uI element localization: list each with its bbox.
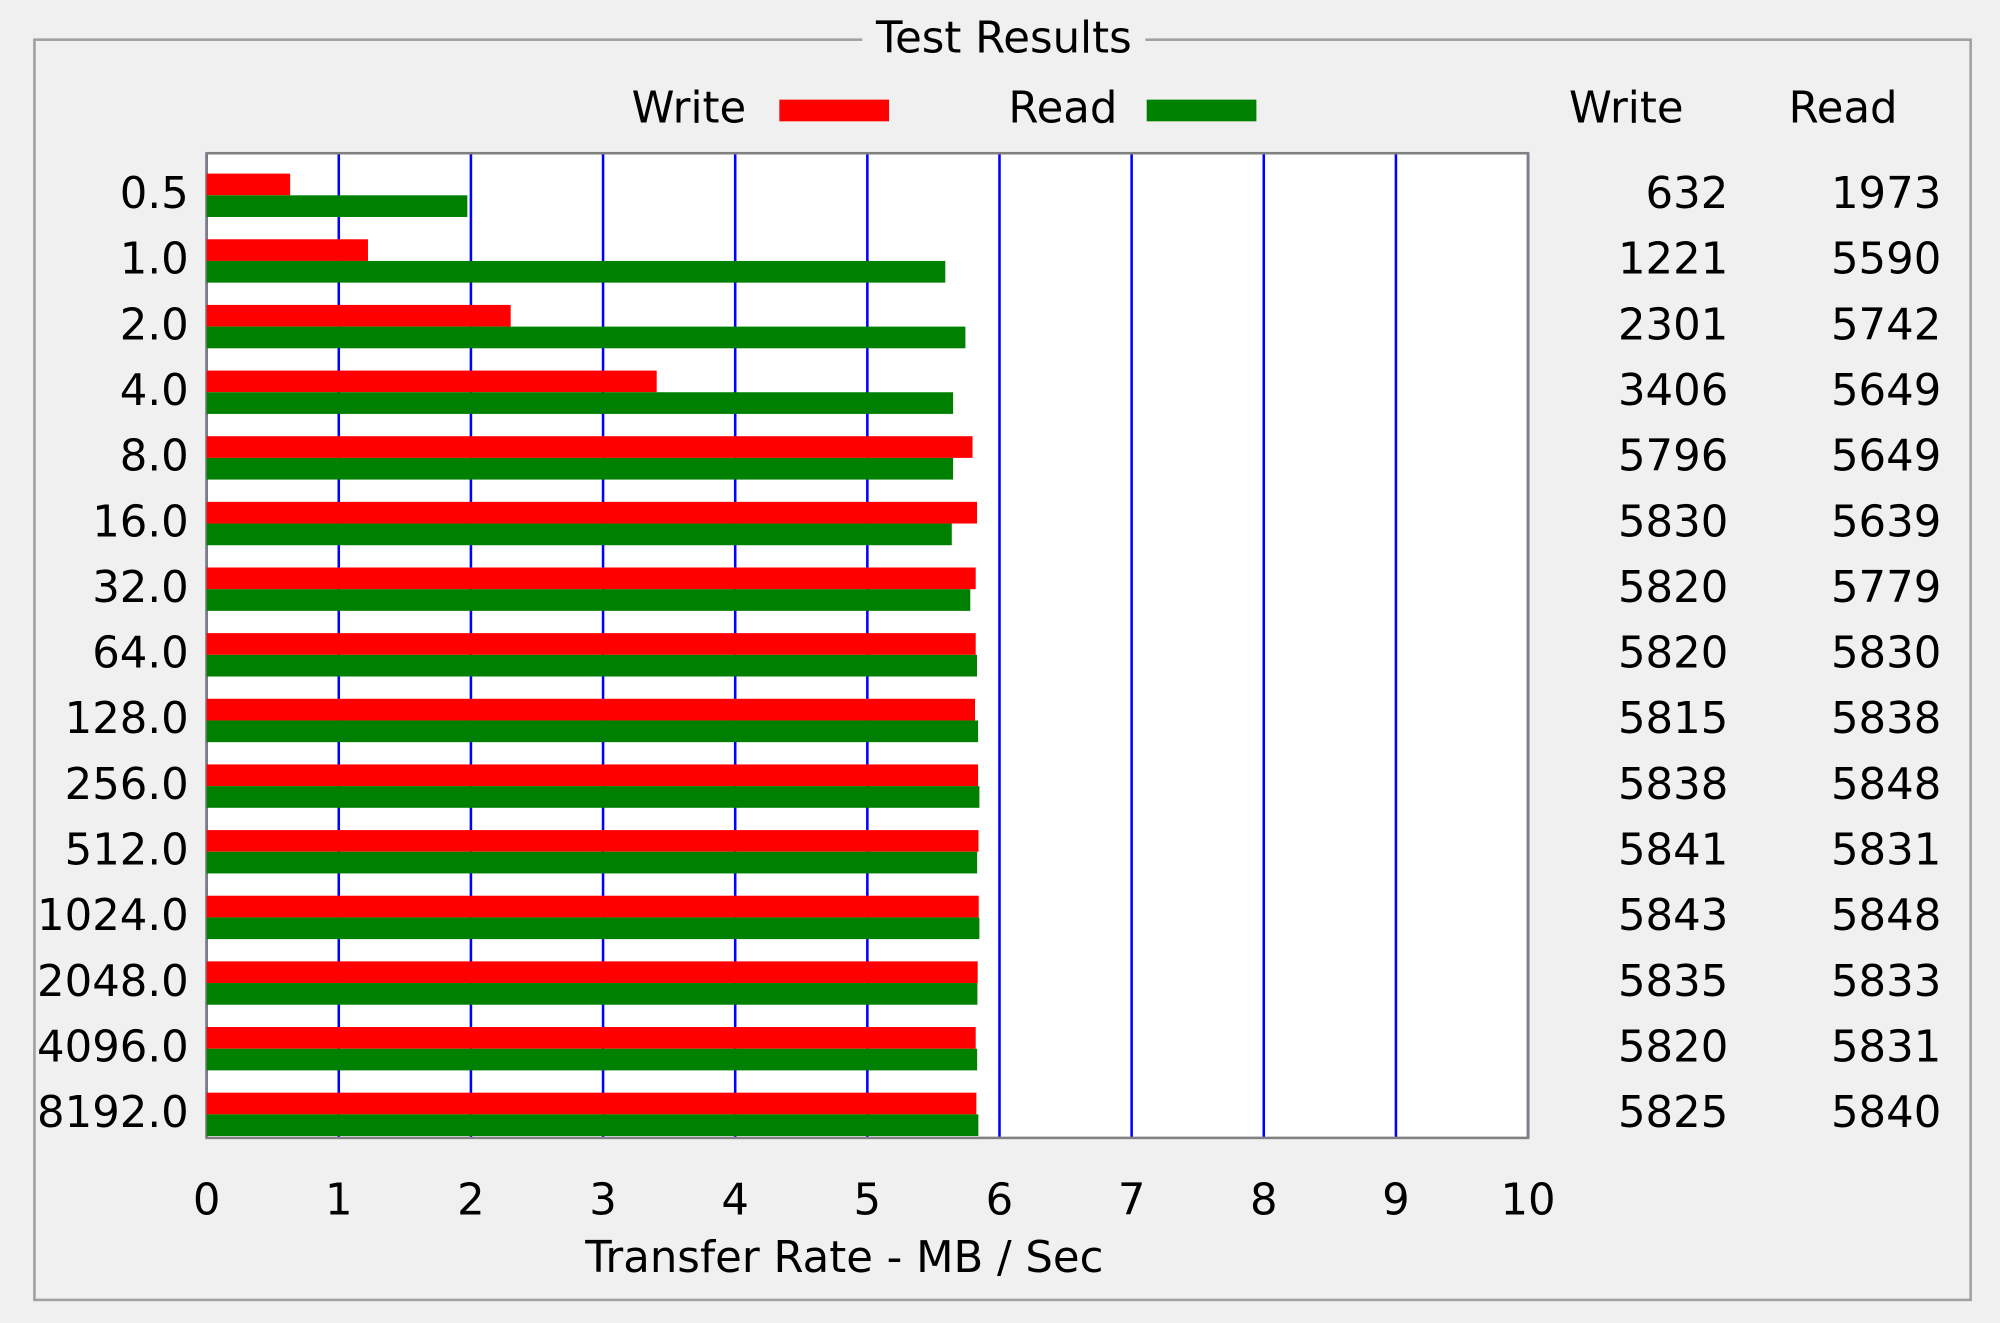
y-tick-label: 32.0 — [92, 563, 189, 613]
y-tick-label: 1.0 — [120, 235, 189, 285]
title-backdrop — [862, 18, 1146, 64]
table-cell: 5796 — [1618, 432, 1728, 482]
x-tick-label: 5 — [854, 1175, 882, 1225]
bar — [206, 501, 978, 524]
bar — [206, 830, 979, 852]
bar — [206, 260, 946, 283]
table-cell: 5848 — [1831, 760, 1941, 810]
table-cell: 5742 — [1831, 300, 1941, 350]
table-cell: 1973 — [1831, 169, 1941, 219]
table-cell: 5649 — [1831, 366, 1941, 416]
bar — [206, 567, 976, 590]
x-tick-label: 7 — [1118, 1175, 1146, 1225]
y-tick-label: 512.0 — [65, 826, 189, 876]
x-tick-label: 1 — [325, 1175, 353, 1225]
table-cell: 5838 — [1618, 760, 1728, 810]
table-cell: 5835 — [1618, 957, 1728, 1007]
x-tick-label: 10 — [1500, 1175, 1555, 1225]
table-cell: 1221 — [1618, 235, 1728, 285]
table-cell: 5830 — [1618, 497, 1728, 547]
table-cell: 2301 — [1618, 300, 1728, 350]
bar — [206, 851, 978, 874]
chart-title: Test Results — [875, 13, 1132, 63]
table-cell: 5838 — [1831, 694, 1941, 744]
table-cell: 5639 — [1831, 497, 1941, 547]
bar — [206, 1092, 977, 1115]
bar — [206, 370, 657, 393]
bar — [206, 326, 966, 349]
y-tick-label: 8.0 — [120, 432, 189, 482]
table-cell: 5833 — [1831, 957, 1941, 1007]
table-cell: 5820 — [1618, 1022, 1728, 1072]
bar — [206, 1114, 979, 1137]
bar — [206, 720, 979, 743]
x-tick-label: 6 — [986, 1175, 1014, 1225]
bar — [206, 523, 952, 546]
bar — [206, 239, 368, 261]
table-cell: 5590 — [1831, 235, 1941, 285]
y-tick-label: 16.0 — [92, 497, 189, 547]
bar — [206, 698, 976, 721]
y-tick-label: 8192.0 — [37, 1088, 189, 1138]
x-tick-label: 0 — [193, 1175, 221, 1225]
x-tick-label: 9 — [1382, 1175, 1410, 1225]
table-cell: 5649 — [1831, 432, 1941, 482]
table-cell: 5830 — [1831, 629, 1941, 679]
bar — [206, 392, 954, 414]
y-tick-label: 0.5 — [120, 169, 189, 219]
bar — [206, 654, 978, 677]
table-cell: 5843 — [1618, 891, 1728, 941]
bar — [206, 1027, 976, 1049]
bar — [206, 961, 978, 984]
bar — [206, 917, 980, 940]
x-axis-label: Transfer Rate - MB / Sec — [584, 1233, 1103, 1283]
legend-swatch — [779, 99, 890, 122]
bar — [206, 457, 954, 480]
bar — [206, 436, 973, 458]
bar — [206, 983, 978, 1005]
table-cell: 5841 — [1618, 826, 1728, 876]
legend-swatch — [1146, 99, 1257, 122]
bar — [206, 1048, 978, 1071]
table-cell: 5831 — [1831, 826, 1941, 876]
y-tick-label: 4096.0 — [37, 1022, 189, 1072]
y-tick-label: 4.0 — [120, 366, 189, 416]
bar — [206, 633, 976, 655]
y-tick-label: 128.0 — [65, 694, 189, 744]
legend-label: Read — [1008, 84, 1117, 134]
y-tick-label: 256.0 — [65, 760, 189, 810]
y-tick-label: 1024.0 — [37, 891, 189, 941]
bar — [206, 895, 979, 918]
x-tick-label: 2 — [457, 1175, 485, 1225]
x-tick-label: 4 — [721, 1175, 749, 1225]
x-tick-label: 8 — [1250, 1175, 1278, 1225]
table-cell: 5815 — [1618, 694, 1728, 744]
y-tick-label: 64.0 — [92, 629, 189, 679]
table-cell: 632 — [1646, 169, 1729, 219]
table-cell: 5820 — [1618, 629, 1728, 679]
bar — [206, 173, 291, 196]
table-cell: 5848 — [1831, 891, 1941, 941]
table-cell: 3406 — [1618, 366, 1728, 416]
table-cell: 5840 — [1831, 1088, 1941, 1138]
table-cell: 5831 — [1831, 1022, 1941, 1072]
bar — [206, 764, 979, 787]
legend-label: Write — [632, 84, 746, 134]
table-header: Read — [1789, 84, 1898, 134]
table-cell: 5779 — [1831, 563, 1941, 613]
y-tick-label: 2048.0 — [37, 957, 189, 1007]
x-tick-label: 3 — [589, 1175, 617, 1225]
table-header: Write — [1569, 84, 1683, 134]
bar — [206, 589, 971, 611]
table-cell: 5825 — [1618, 1088, 1728, 1138]
y-tick-label: 2.0 — [120, 300, 189, 350]
bar — [206, 304, 511, 327]
bar — [206, 786, 980, 808]
bar — [206, 195, 468, 217]
table-cell: 5820 — [1618, 563, 1728, 613]
